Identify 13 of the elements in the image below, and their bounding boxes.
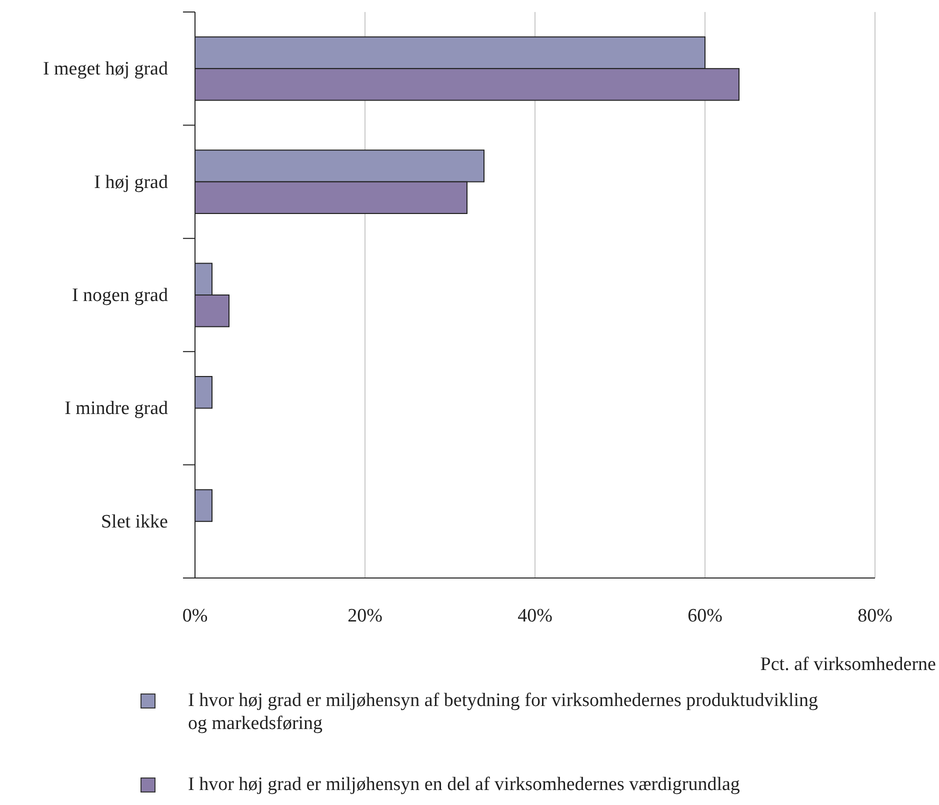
y-tick-label: Slet ikke xyxy=(100,511,168,532)
legend-label: I hvor høj grad er miljøhensyn en del af virksomhedernes værdigrundlag xyxy=(188,774,740,795)
y-tick-label: I mindre grad xyxy=(64,398,168,420)
x-tick-label: 0% xyxy=(182,605,208,626)
x-tick-label: 60% xyxy=(688,605,723,626)
y-tick-label: I meget høj grad xyxy=(42,58,168,80)
y-tick-label: I nogen grad xyxy=(72,285,168,306)
y-tick-label: I høj grad xyxy=(94,172,168,193)
x-tick-label: 40% xyxy=(518,605,553,626)
legend-label: I hvor høj grad er miljøhensyn af betydning for virksomhedernes produktudvikling og markedsføring xyxy=(188,690,819,734)
x-tick-label: 20% xyxy=(348,605,383,626)
x-axis-title: Pct. af virksomhederne xyxy=(760,654,936,675)
x-tick-label: 80% xyxy=(858,605,893,626)
